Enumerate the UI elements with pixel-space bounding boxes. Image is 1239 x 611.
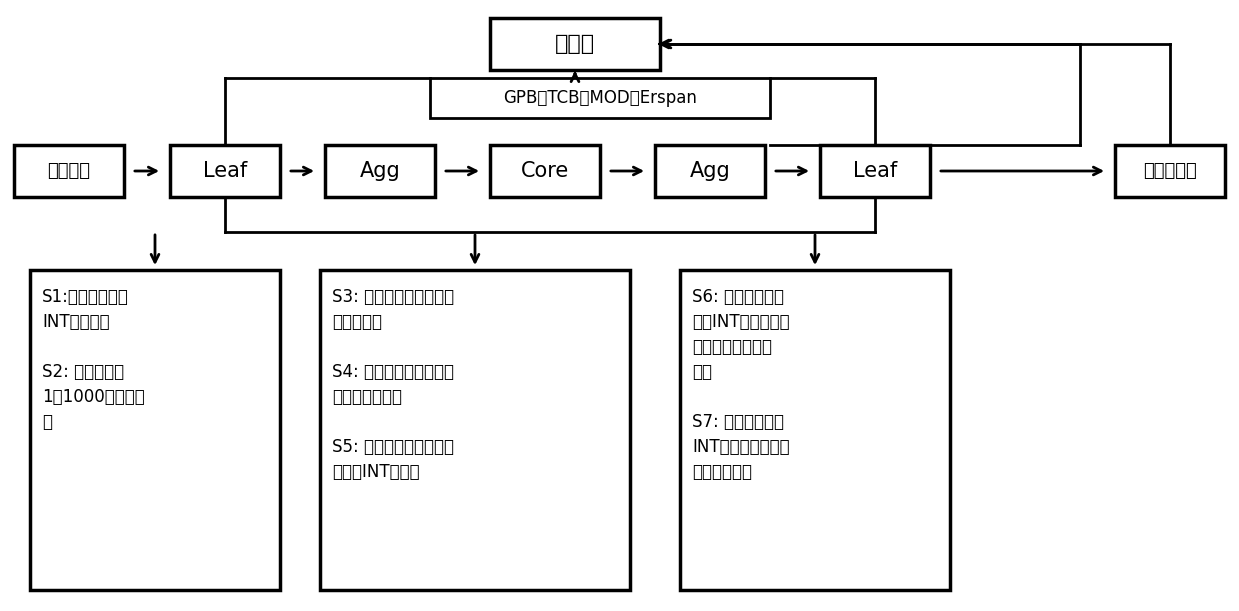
Text: Leaf: Leaf [852,161,897,181]
FancyBboxPatch shape [655,145,764,197]
Text: S1:所有报文插入
INT探测报头

S2: 对报文进行
1：1000采样并标
记: S1:所有报文插入 INT探测报头 S2: 对报文进行 1：1000采样并标 记 [42,288,145,431]
FancyBboxPatch shape [14,145,124,197]
FancyBboxPatch shape [430,78,769,118]
Text: Agg: Agg [359,161,400,181]
Text: Leaf: Leaf [203,161,247,181]
Text: S3: 缓冲器超过水线时，
设置拥塞位

S4: 学习到新数据流时，
设置新数据流位

S5: 为所有事件或采样报
文添加INT元数据: S3: 缓冲器超过水线时， 设置拥塞位 S4: 学习到新数据流时， 设置新数据流… [332,288,455,481]
FancyBboxPatch shape [30,270,280,590]
Text: 目的服务器: 目的服务器 [1144,162,1197,180]
FancyBboxPatch shape [820,145,930,197]
Text: S6: 筛选包含至少
一个INT元数据的报
文，复制并上报收
集器

S7: 移除原始报文
INT相关头部，发到
目的服务器上: S6: 筛选包含至少 一个INT元数据的报 文，复制并上报收 集器 S7: 移除… [693,288,789,481]
FancyBboxPatch shape [489,145,600,197]
Text: Agg: Agg [690,161,730,181]
FancyBboxPatch shape [325,145,435,197]
Text: GPB、TCB、MOD、Erspan: GPB、TCB、MOD、Erspan [503,89,696,107]
FancyBboxPatch shape [680,270,950,590]
FancyBboxPatch shape [1115,145,1225,197]
FancyBboxPatch shape [489,18,660,70]
FancyBboxPatch shape [170,145,280,197]
Text: Core: Core [520,161,569,181]
Text: 收集器: 收集器 [555,34,595,54]
Text: 源服务器: 源服务器 [47,162,90,180]
FancyBboxPatch shape [320,270,629,590]
